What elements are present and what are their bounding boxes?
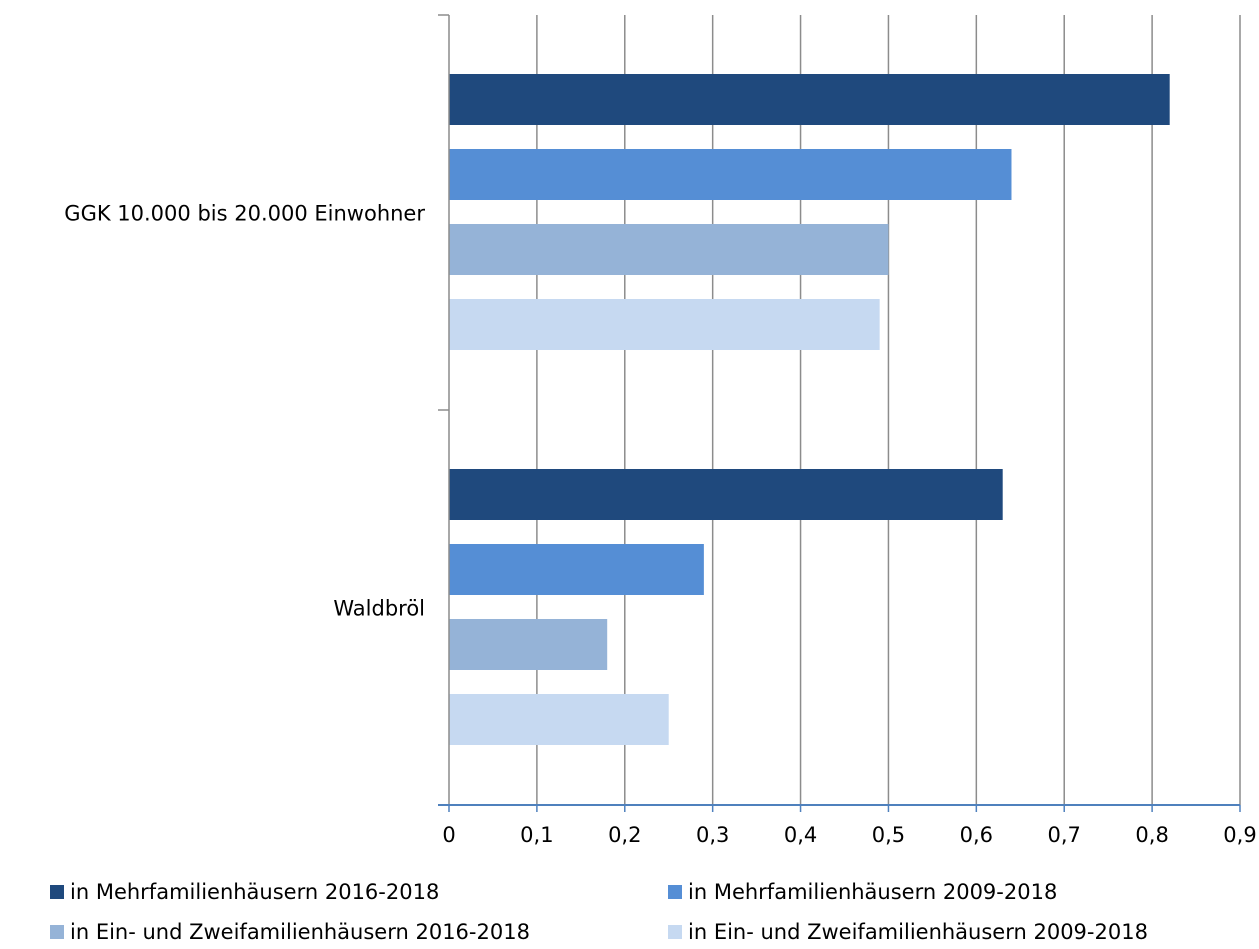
legend-swatch: [50, 885, 64, 899]
legend-item-ezfh-2009-2018: in Ein- und Zweifamilienhäusern 2009-201…: [668, 917, 1148, 947]
x-tick-label: 0,4: [784, 823, 817, 847]
x-tick-label: 0,7: [1048, 823, 1081, 847]
axes: [438, 14, 1241, 812]
legend-label: in Mehrfamilienhäusern 2009-2018: [688, 880, 1058, 904]
legend-swatch: [50, 925, 64, 939]
legend-label: in Ein- und Zweifamilienhäusern 2009-201…: [688, 920, 1148, 944]
bar: [449, 149, 1012, 200]
legend-item-mfh-2009-2018: in Mehrfamilienhäusern 2009-2018: [668, 877, 1057, 907]
x-tick-label: 0,5: [872, 823, 905, 847]
legend-swatch: [668, 885, 682, 899]
grid-lines: [536, 15, 1241, 805]
x-tick-label: 0,6: [960, 823, 993, 847]
labels: 0 0,1 0,2 0,3 0,4 0,5 0,6 0,7 0,8 0,9 GGK 10.000 b…: [64, 202, 1256, 848]
x-tick-label: 0,3: [696, 823, 729, 847]
legend-item-ezfh-2016-2018: in Ein- und Zweifamilienhäusern 2016-201…: [50, 917, 530, 947]
legend-label: in Mehrfamilienhäusern 2016-2018: [70, 880, 440, 904]
legend-swatch: [668, 925, 682, 939]
bar: [449, 224, 889, 275]
legend-item-mfh-2016-2018: in Mehrfamilienhäusern 2016-2018: [50, 877, 439, 907]
bar: [449, 469, 1003, 520]
bar: [449, 544, 704, 595]
x-tick-label: 0,8: [1135, 823, 1168, 847]
bar-chart: 0 0,1 0,2 0,3 0,4 0,5 0,6 0,7 0,8 0,9 GGK 10.000 b…: [64, 14, 1257, 848]
x-tick-label: 0,2: [608, 823, 641, 847]
bars: [449, 74, 1170, 745]
category-label: Waldbröl: [333, 597, 425, 621]
x-tick-label: 0,1: [520, 823, 553, 847]
legend-label: in Ein- und Zweifamilienhäusern 2016-201…: [70, 920, 530, 944]
legend: in Mehrfamilienhäusern 2016-2018 in Mehr…: [50, 877, 1250, 949]
x-tick-label: 0,9: [1223, 823, 1256, 847]
bar: [449, 299, 880, 350]
x-tick-label: 0: [442, 823, 455, 847]
category-label: GGK 10.000 bis 20.000 Einwohner: [64, 202, 425, 226]
bar: [449, 74, 1170, 125]
bar: [449, 694, 669, 745]
bar: [449, 619, 608, 670]
